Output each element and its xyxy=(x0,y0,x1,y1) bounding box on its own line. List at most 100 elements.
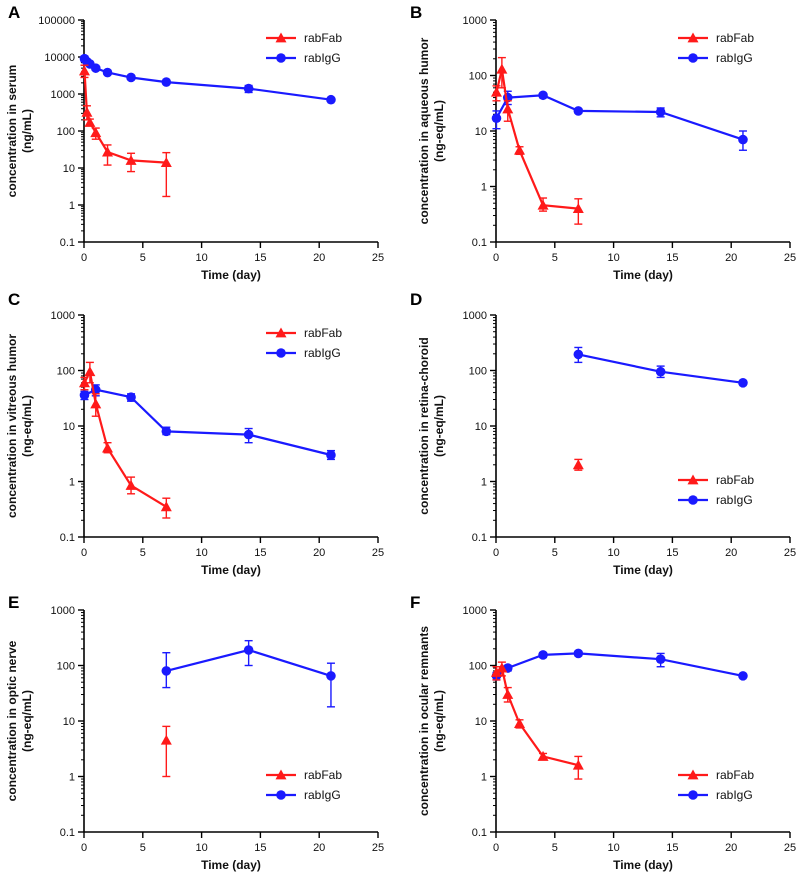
x-tick-label: 5 xyxy=(140,547,146,559)
y-tick-label: 1 xyxy=(69,477,75,489)
x-tick-label: 0 xyxy=(81,547,87,559)
legend-label-rabfab: rabFab xyxy=(716,31,754,45)
data-point xyxy=(496,662,508,673)
data-point xyxy=(326,450,336,460)
y-tick-label: 0.1 xyxy=(472,827,487,839)
legend: rabFab rabIgG xyxy=(266,768,342,802)
x-axis-label: Time (day) xyxy=(201,268,261,282)
x-axis-label: Time (day) xyxy=(613,268,673,282)
legend-marker-rabigg xyxy=(688,495,698,505)
legend-marker-rabfab xyxy=(275,769,287,780)
x-tick-label: 15 xyxy=(254,252,266,264)
y-tick-label: 100 xyxy=(469,71,487,83)
series-rabfab xyxy=(160,725,172,778)
series-rabigg xyxy=(491,90,748,151)
series-line-rabfab xyxy=(83,70,167,164)
panel-letter-d: D xyxy=(410,290,422,309)
legend-marker-rabigg xyxy=(688,790,698,800)
data-point xyxy=(90,127,102,138)
data-point xyxy=(125,479,137,490)
data-point xyxy=(161,666,172,676)
data-point xyxy=(573,648,584,659)
data-point xyxy=(490,666,502,677)
y-tick-label: 1 xyxy=(69,772,75,784)
legend-label-rabigg: rabIgG xyxy=(716,788,753,802)
x-axis-label: Time (day) xyxy=(201,563,261,577)
data-point xyxy=(81,106,93,117)
y-tick-label: 10 xyxy=(63,163,75,175)
x-tick-label: 20 xyxy=(725,547,737,559)
series-line-rabfab xyxy=(495,68,579,210)
panel-f: F 0.1 1 10 100 1000 0 5 10 15 20 25 Time (day) concen… xyxy=(410,593,796,872)
data-point xyxy=(572,459,584,470)
y-tick-label: 10 xyxy=(475,126,487,138)
data-point xyxy=(243,83,254,94)
series-rabigg xyxy=(79,384,336,461)
legend-label-rabigg: rabIgG xyxy=(304,346,341,360)
legend: rabFab rabIgG xyxy=(266,31,342,65)
legend-marker-rabfab xyxy=(275,327,287,338)
data-point xyxy=(573,349,584,360)
x-axis-label: Time (day) xyxy=(613,563,673,577)
data-point xyxy=(655,654,666,664)
data-point xyxy=(160,157,172,167)
data-point xyxy=(490,86,502,97)
x-tick-label: 10 xyxy=(195,842,207,854)
y-axis-unit-label: (ng-eq/mL) xyxy=(20,395,34,457)
x-tick-label: 15 xyxy=(666,547,678,559)
data-point xyxy=(84,366,96,377)
y-axis-label: concentration in ocular remnants xyxy=(417,626,431,816)
panel-d: D 0.1 1 10 100 1000 0 5 10 15 20 25 Time (day) concen… xyxy=(410,290,796,577)
data-point xyxy=(738,378,748,388)
x-tick-label: 0 xyxy=(81,842,87,854)
y-tick-label: 0.1 xyxy=(60,827,75,839)
y-tick-label: 100 xyxy=(469,661,487,673)
data-point xyxy=(78,65,90,76)
x-tick-label: 0 xyxy=(493,842,499,854)
y-axis-label: concentration in retina-choroid xyxy=(417,337,431,514)
panel-b: B 0.1 1 10 100 1000 0 5 10 15 20 25 Time (day) concen… xyxy=(410,3,796,282)
y-tick-label: 100 xyxy=(57,366,75,378)
x-tick-label: 10 xyxy=(607,252,619,264)
legend-label-rabfab: rabFab xyxy=(304,326,342,340)
data-point xyxy=(537,199,549,210)
y-axis-unit-label: (ng-eq/mL) xyxy=(432,395,446,457)
y-tick-label: 1 xyxy=(481,772,487,784)
y-tick-label: 100000 xyxy=(38,15,75,27)
data-point xyxy=(537,750,549,761)
y-tick-label: 10 xyxy=(63,716,75,728)
y-tick-label: 10000 xyxy=(44,52,75,64)
y-axis-unit-label: (ng/mL) xyxy=(20,109,34,153)
data-point xyxy=(572,203,584,213)
x-tick-label: 15 xyxy=(254,842,266,854)
data-point xyxy=(572,759,584,770)
legend-marker-rabfab xyxy=(687,769,699,780)
data-point xyxy=(90,398,102,409)
y-tick-label: 1 xyxy=(481,477,487,489)
panel-c: C 0.1 1 10 100 1000 0 5 10 15 20 25 Time (day) concen… xyxy=(5,290,384,577)
series-rabigg xyxy=(161,639,336,708)
data-point xyxy=(655,366,666,377)
legend-label-rabfab: rabFab xyxy=(716,473,754,487)
data-point xyxy=(125,154,137,165)
data-point xyxy=(496,63,508,74)
data-point xyxy=(514,718,526,728)
y-tick-label: 10 xyxy=(63,421,75,433)
y-axis-label: concentration in vitreous humor xyxy=(5,334,19,518)
data-point xyxy=(102,146,114,157)
legend: rabFab rabIgG xyxy=(266,326,342,360)
data-point xyxy=(326,671,336,681)
x-tick-label: 25 xyxy=(784,252,796,264)
data-point xyxy=(160,501,172,512)
data-point xyxy=(502,103,514,114)
x-tick-label: 5 xyxy=(140,252,146,264)
y-axis-unit-label: (ng-eq/mL) xyxy=(432,690,446,752)
x-tick-label: 20 xyxy=(725,842,737,854)
legend: rabFab rabIgG xyxy=(678,473,754,507)
legend-marker-rabigg xyxy=(688,53,698,63)
series-rabfab xyxy=(78,361,172,519)
series-line-rabigg xyxy=(83,57,332,101)
y-tick-label: 0.1 xyxy=(472,237,487,249)
series-rabfab xyxy=(490,661,584,780)
x-tick-label: 15 xyxy=(254,547,266,559)
